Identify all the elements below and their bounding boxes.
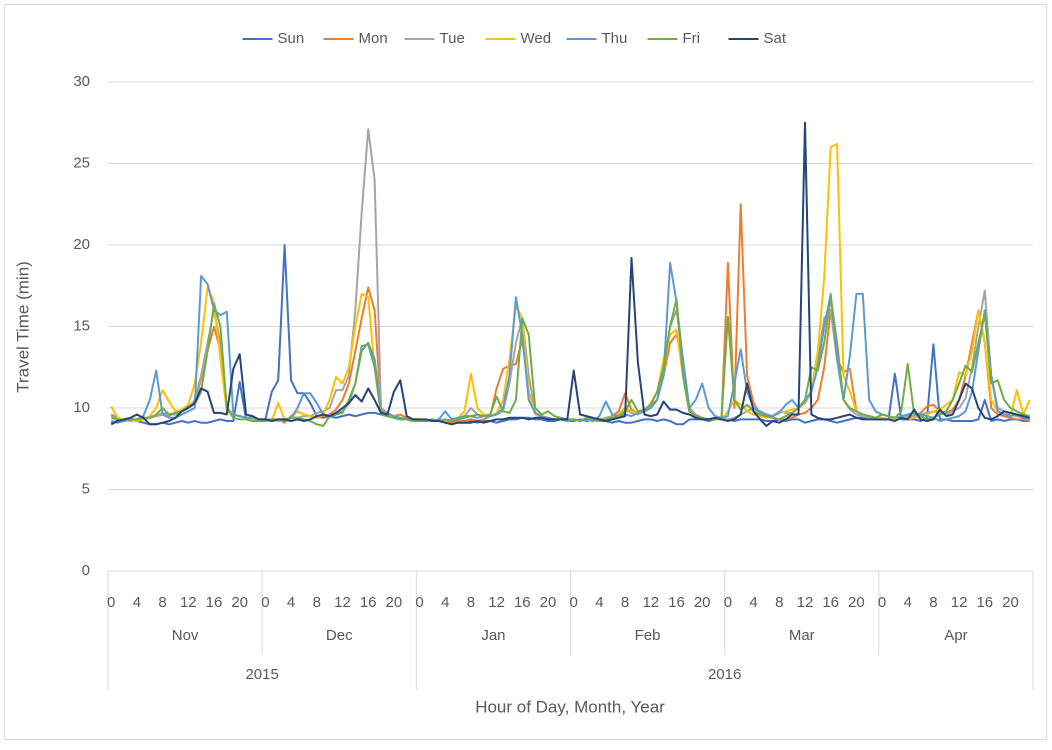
legend-label: Sat [764,30,787,47]
hour-label: 16 [206,594,223,611]
month-label: Nov [172,627,199,644]
hour-label: 8 [467,594,475,611]
hour-label: 12 [180,594,197,611]
hour-label: 16 [360,594,377,611]
hour-label: 8 [158,594,166,611]
hour-label: 4 [441,594,449,611]
hour-label: 12 [797,594,814,611]
y-tick-label: 20 [73,236,90,253]
hour-label: 12 [951,594,968,611]
hour-label: 16 [514,594,531,611]
hour-label: 0 [107,594,115,611]
hour-label: 0 [724,594,732,611]
legend-label: Mon [359,30,388,47]
hour-label: 16 [976,594,993,611]
y-tick-label: 5 [82,480,90,497]
hour-label: 8 [313,594,321,611]
y-tick-label: 0 [82,562,90,579]
hour-label: 0 [878,594,886,611]
hour-label: 20 [1002,594,1019,611]
series-line [110,121,1031,427]
hour-label: 4 [287,594,295,611]
y-tick-label: 25 [73,154,90,171]
legend-label: Sun [278,30,305,47]
legend-label: Tue [440,30,465,47]
x-axis-title: Hour of Day, Month, Year [475,697,665,716]
hour-label: 16 [668,594,685,611]
hour-label: 0 [415,594,423,611]
month-label: Feb [635,627,661,644]
month-label: Mar [789,627,815,644]
hour-label: 20 [386,594,403,611]
hour-label: 0 [570,594,578,611]
hour-label: 4 [133,594,141,611]
hour-label: 12 [642,594,659,611]
y-axis-title: Travel Time (min) [13,261,32,393]
hour-label: 12 [334,594,351,611]
hour-label: 4 [595,594,603,611]
month-label: Dec [326,627,353,644]
hour-label: 20 [540,594,557,611]
legend-label: Fri [683,30,701,47]
hour-label: 4 [904,594,912,611]
series-line [110,296,1031,427]
legend-label: Wed [521,30,552,47]
hour-label: 8 [775,594,783,611]
hour-label: 20 [231,594,248,611]
hour-label: 12 [488,594,505,611]
hour-label: 8 [929,594,937,611]
hour-label: 8 [621,594,629,611]
hour-label: 20 [848,594,865,611]
hour-label: 16 [822,594,839,611]
hour-label: 0 [261,594,269,611]
year-label: 2015 [245,666,278,683]
month-label: Jan [481,627,505,644]
hour-label: 4 [749,594,757,611]
y-tick-label: 10 [73,399,90,416]
hour-label: 20 [694,594,711,611]
legend-label: Thu [602,30,628,47]
year-label: 2016 [708,666,741,683]
y-tick-label: 15 [73,317,90,334]
month-label: Apr [944,627,967,644]
y-tick-label: 30 [73,73,90,90]
